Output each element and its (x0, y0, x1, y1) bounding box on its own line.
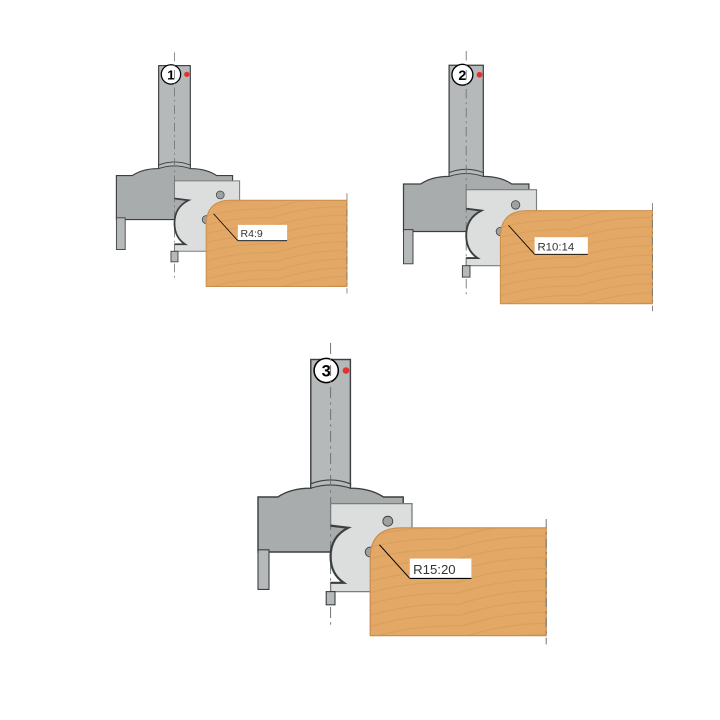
marker-dot (343, 367, 350, 374)
screw-top (216, 191, 224, 199)
bearing-pin (326, 592, 335, 605)
wood-piece (370, 528, 546, 636)
bearing-pin (462, 266, 470, 277)
bit-diagram-3: 3 R15:20 (258, 343, 546, 644)
wood-piece (206, 200, 347, 286)
wood-piece (500, 211, 652, 304)
left-lip (258, 550, 269, 590)
bearing-pin (171, 251, 178, 262)
radius-label: R15:20 (413, 562, 456, 577)
radius-label: R10:14 (537, 242, 574, 254)
marker-dot (184, 72, 189, 77)
number-label: 1 (167, 67, 174, 82)
router-bit-diagram: 1 R4:9 2 R10:14 3 R15:20 (0, 0, 720, 720)
screw-top (511, 201, 520, 210)
screw-top (383, 516, 393, 526)
left-lip (116, 218, 125, 250)
left-lip (404, 230, 414, 264)
number-label: 3 (322, 363, 331, 381)
bit-diagram-2: 2 R10:14 (404, 51, 653, 311)
marker-dot (477, 72, 483, 78)
radius-label: R4:9 (240, 228, 262, 240)
bit-diagram-1: 1 R4:9 (116, 52, 347, 293)
number-label: 2 (458, 68, 466, 84)
